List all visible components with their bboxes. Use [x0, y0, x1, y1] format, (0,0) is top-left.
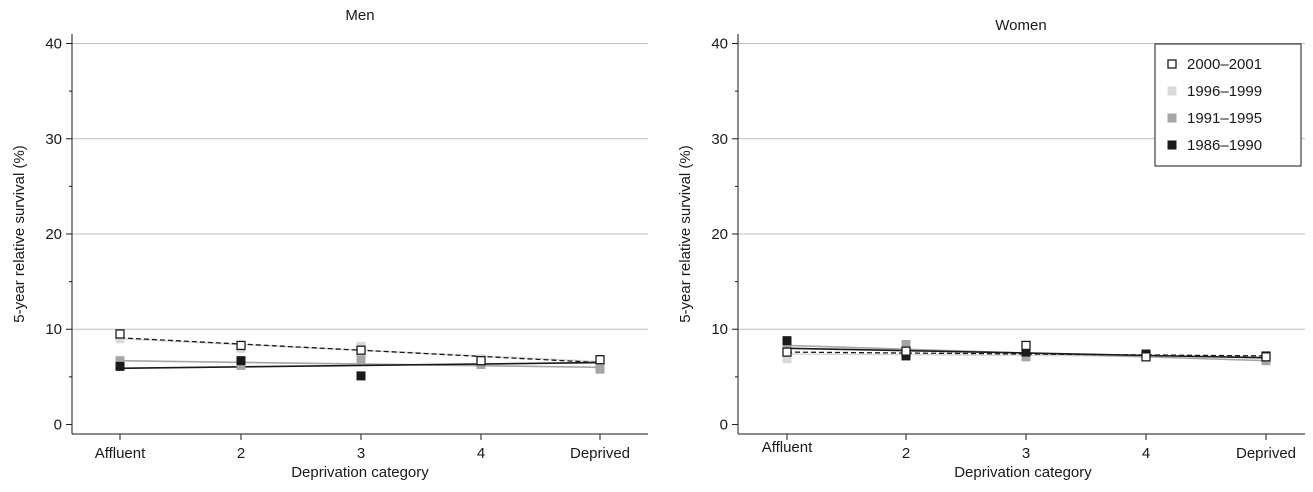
legend-marker: [1167, 113, 1177, 123]
data-point: [356, 371, 366, 381]
data-point: [236, 340, 246, 351]
x-tick-label: 2: [902, 445, 910, 462]
data-point: [782, 340, 792, 350]
panel-title: Men: [345, 7, 374, 24]
data-point: [115, 356, 125, 366]
data-point: [1141, 352, 1151, 362]
x-tick-label: 3: [357, 445, 365, 462]
data-point: [901, 351, 911, 361]
legend-box: [1154, 43, 1302, 167]
y-axis-label: 5-year relative survival (%): [677, 145, 694, 323]
x-tick-label: 4: [1142, 445, 1150, 462]
y-tick-label: 10: [45, 321, 62, 338]
y-tick-label: 40: [711, 36, 728, 53]
panel-title: Women: [995, 17, 1046, 34]
data-point: [1261, 352, 1271, 362]
data-point: [356, 355, 366, 365]
legend-label: 1986–1990: [1187, 137, 1262, 154]
legend-marker: [1167, 59, 1177, 69]
x-tick-label: Deprived: [1236, 445, 1296, 462]
legend-marker: [1167, 86, 1177, 96]
x-tick-label: 2: [237, 445, 245, 462]
x-tick-label: Affluent: [762, 439, 813, 456]
x-axis-label: Deprivation category: [291, 464, 429, 481]
data-point: [901, 339, 911, 349]
y-tick-label: 0: [54, 416, 62, 433]
data-point: [115, 361, 125, 371]
data-point: [1021, 352, 1031, 362]
y-tick-label: 40: [45, 36, 62, 53]
data-point: [476, 356, 486, 366]
y-tick-label: 20: [45, 226, 62, 243]
data-point: [115, 329, 125, 339]
y-tick-label: 20: [711, 226, 728, 243]
legend-label: 1991–1995: [1187, 110, 1262, 127]
x-tick-label: Deprived: [570, 445, 630, 462]
data-point: [356, 345, 366, 355]
data-point: [595, 355, 605, 365]
data-point: [115, 334, 125, 344]
legend-marker: [1167, 140, 1177, 150]
data-point: [1021, 347, 1031, 357]
y-tick-label: 30: [45, 131, 62, 148]
y-axis-label: 5-year relative survival (%): [11, 145, 28, 323]
x-tick-label: 3: [1022, 445, 1030, 462]
legend-label: 1996–1999: [1187, 83, 1262, 100]
y-tick-label: 30: [711, 131, 728, 148]
y-tick-label: 10: [711, 321, 728, 338]
trend-line: [119, 361, 601, 370]
data-point: [1021, 340, 1031, 351]
data-point: [782, 354, 792, 364]
legend-label: 2000–2001: [1187, 56, 1262, 73]
data-point: [782, 347, 792, 357]
x-tick-label: Affluent: [95, 445, 146, 462]
data-point: [236, 360, 246, 370]
y-tick-label: 0: [720, 416, 728, 433]
data-point: [901, 346, 911, 356]
data-point: [782, 336, 792, 346]
x-axis-label: Deprivation category: [954, 464, 1092, 481]
x-tick-label: 4: [477, 445, 485, 462]
data-point: [236, 356, 246, 366]
data-point: [595, 364, 605, 374]
